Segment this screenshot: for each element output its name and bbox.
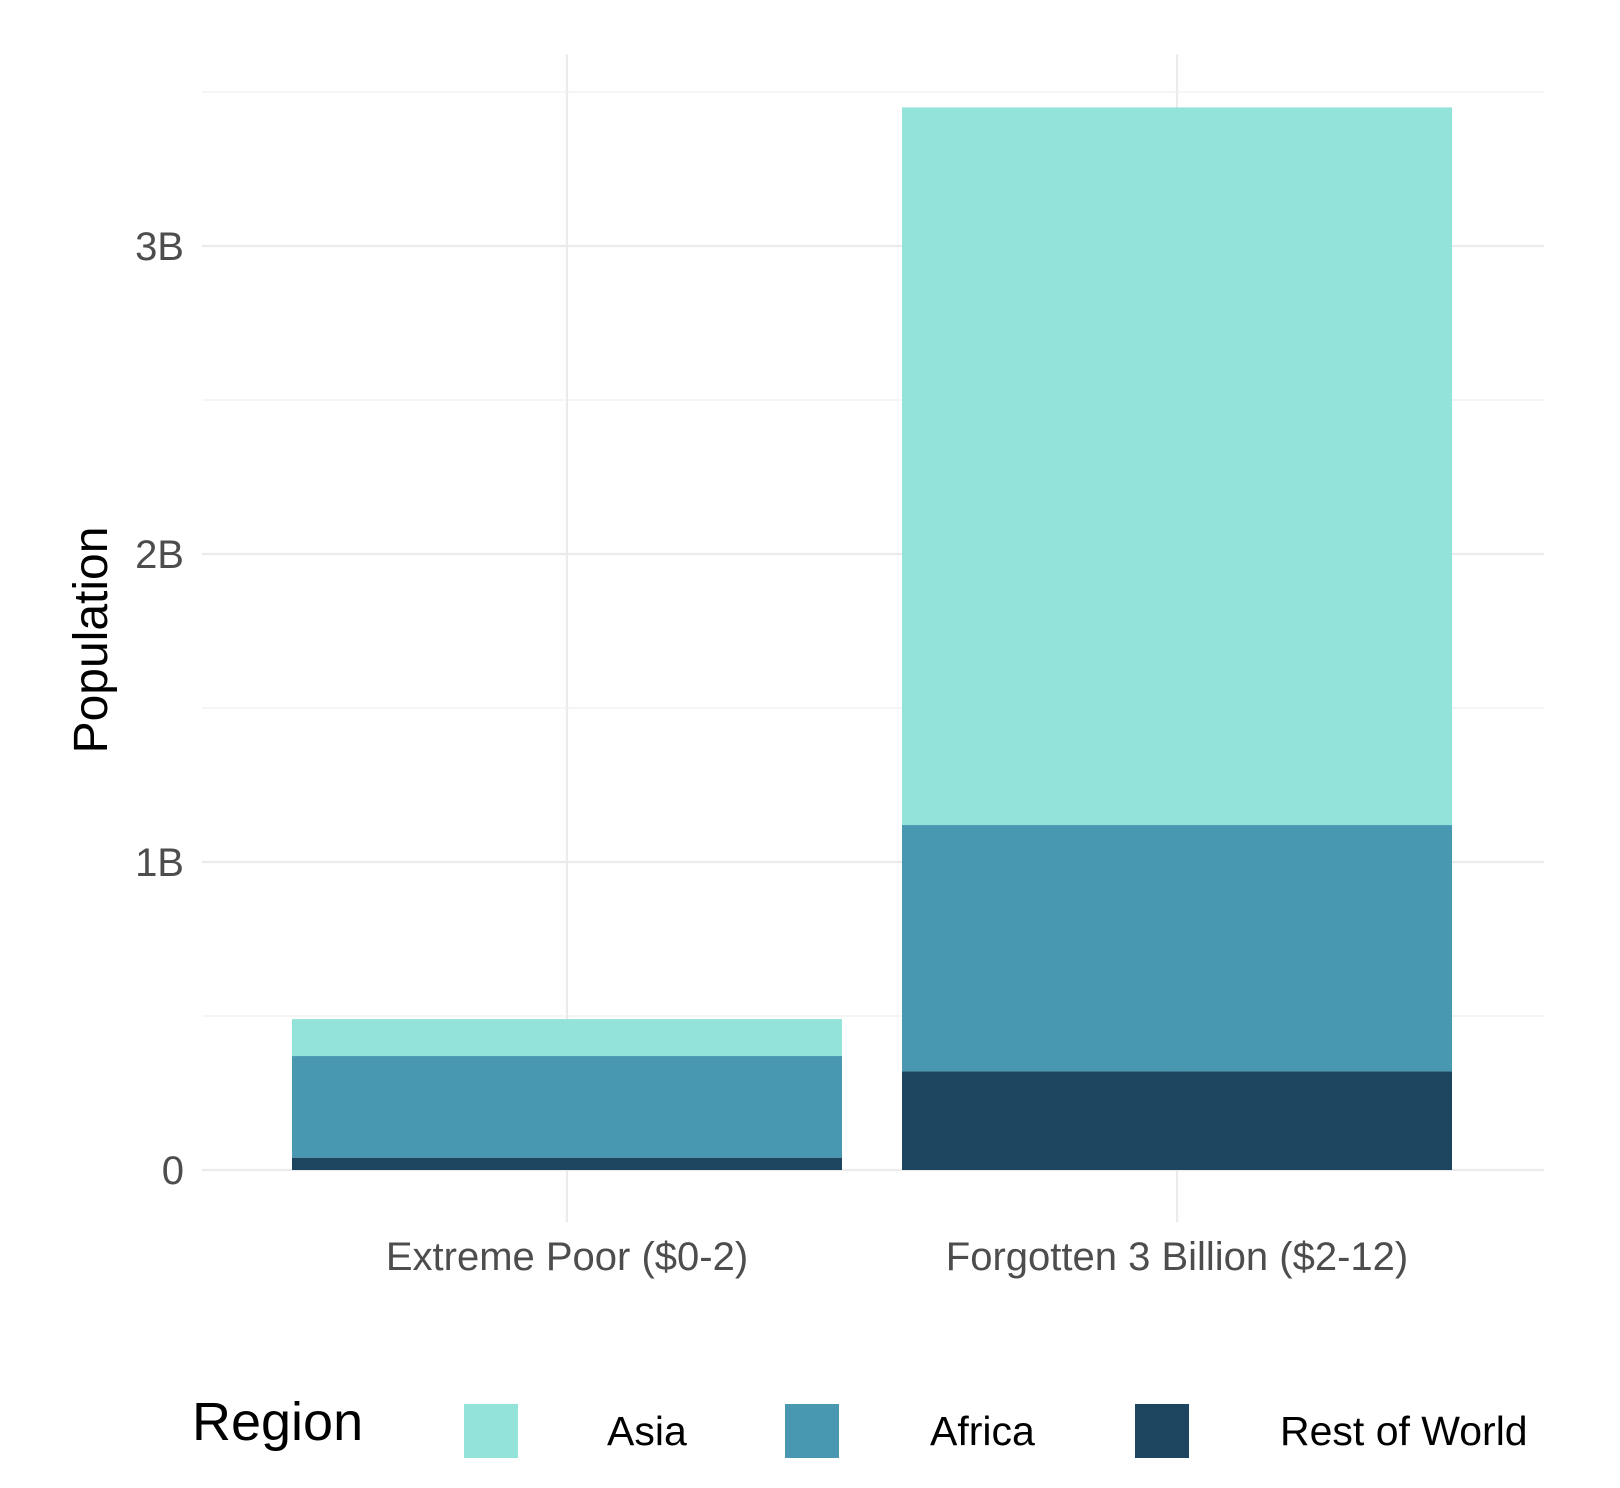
y-axis-title: Population [65, 527, 118, 754]
y-tick-label: 1B [135, 841, 184, 885]
bar-segment [292, 1019, 842, 1057]
legend-label: Asia [607, 1408, 687, 1454]
legend-label: Rest of World [1280, 1408, 1528, 1454]
bars [292, 107, 1452, 1170]
y-tick-label: 0 [162, 1149, 184, 1193]
y-tick-label: 2B [135, 533, 184, 577]
legend-key [1135, 1404, 1189, 1458]
bar-segment [902, 107, 1452, 826]
x-axis-ticks: Extreme Poor ($0-2) Forgotten 3 Billion (… [386, 1235, 1408, 1279]
legend-title: Region [192, 1392, 363, 1452]
bar-segment [902, 1071, 1452, 1170]
bar-segment [292, 1157, 842, 1170]
bar-segment [902, 825, 1452, 1072]
y-tick-label: 3B [135, 225, 184, 269]
legend: Region Asia Africa Rest of World [192, 1392, 1528, 1458]
x-tick-label: Forgotten 3 Billion ($2-12) [946, 1235, 1408, 1279]
legend-label: Africa [930, 1408, 1035, 1454]
bar-segment [292, 1056, 842, 1158]
x-tick-label: Extreme Poor ($0-2) [386, 1235, 748, 1279]
y-axis-ticks: 0 1B 2B 3B [135, 225, 184, 1193]
legend-key [464, 1404, 518, 1458]
legend-key [785, 1404, 839, 1458]
